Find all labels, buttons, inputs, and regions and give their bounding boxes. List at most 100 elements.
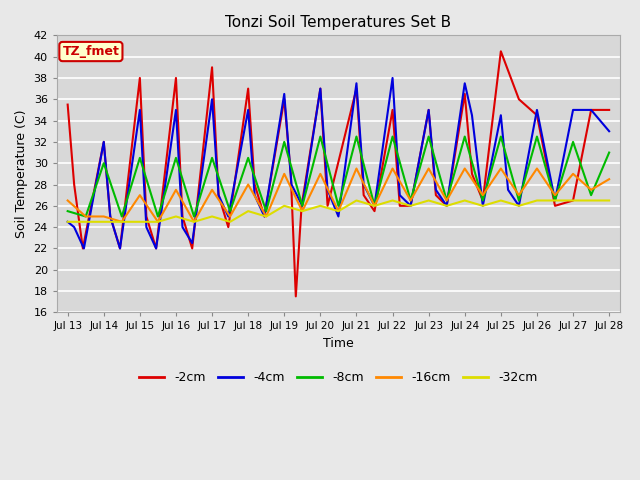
-4cm bbox=[251, 192, 259, 198]
-2cm bbox=[251, 181, 259, 187]
-2cm bbox=[260, 214, 268, 219]
-32cm bbox=[154, 219, 162, 225]
-16cm bbox=[64, 198, 72, 204]
-32cm bbox=[262, 214, 270, 219]
-4cm bbox=[317, 86, 324, 92]
-4cm bbox=[432, 187, 440, 192]
-2cm bbox=[533, 112, 541, 118]
-32cm bbox=[605, 198, 613, 204]
Y-axis label: Soil Temperature (C): Soil Temperature (C) bbox=[15, 109, 28, 238]
-32cm bbox=[227, 219, 234, 225]
-16cm bbox=[190, 219, 198, 225]
-32cm bbox=[64, 219, 72, 225]
-8cm bbox=[461, 133, 468, 139]
-32cm bbox=[479, 203, 486, 209]
-4cm bbox=[504, 187, 512, 192]
-16cm bbox=[353, 166, 360, 171]
-16cm bbox=[317, 171, 324, 177]
-32cm bbox=[82, 219, 90, 225]
-8cm bbox=[388, 133, 396, 139]
-2cm bbox=[388, 107, 396, 113]
-8cm bbox=[64, 208, 72, 214]
-32cm bbox=[100, 219, 108, 225]
-16cm bbox=[208, 187, 216, 192]
-4cm bbox=[179, 224, 186, 230]
-8cm bbox=[100, 160, 108, 166]
-4cm bbox=[371, 203, 378, 209]
-2cm bbox=[407, 203, 415, 209]
-4cm bbox=[116, 246, 124, 252]
-32cm bbox=[118, 219, 125, 225]
Text: TZ_fmet: TZ_fmet bbox=[63, 45, 119, 58]
-2cm bbox=[497, 48, 505, 54]
-4cm bbox=[208, 96, 216, 102]
-2cm bbox=[143, 214, 150, 219]
-32cm bbox=[497, 198, 505, 204]
-2cm bbox=[208, 64, 216, 70]
-8cm bbox=[208, 155, 216, 161]
Line: -8cm: -8cm bbox=[68, 136, 609, 216]
-16cm bbox=[479, 192, 486, 198]
-4cm bbox=[136, 107, 144, 113]
-32cm bbox=[461, 198, 468, 204]
-4cm bbox=[605, 128, 613, 134]
-16cm bbox=[551, 192, 559, 198]
-4cm bbox=[214, 192, 222, 198]
-4cm bbox=[244, 107, 252, 113]
-2cm bbox=[214, 192, 222, 198]
-32cm bbox=[317, 203, 324, 209]
-2cm bbox=[298, 203, 305, 209]
-16cm bbox=[172, 187, 180, 192]
-32cm bbox=[569, 198, 577, 204]
-2cm bbox=[244, 86, 252, 92]
-8cm bbox=[425, 133, 433, 139]
-16cm bbox=[371, 203, 378, 209]
-2cm bbox=[79, 246, 86, 252]
-16cm bbox=[244, 181, 252, 187]
-8cm bbox=[551, 198, 559, 204]
-32cm bbox=[190, 219, 198, 225]
-16cm bbox=[154, 219, 162, 225]
-4cm bbox=[106, 214, 114, 219]
-16cm bbox=[227, 214, 234, 219]
-4cm bbox=[551, 198, 559, 204]
-8cm bbox=[298, 203, 306, 209]
-16cm bbox=[280, 171, 288, 177]
Line: -16cm: -16cm bbox=[68, 168, 609, 222]
Line: -32cm: -32cm bbox=[68, 201, 609, 222]
-2cm bbox=[136, 75, 144, 81]
-8cm bbox=[244, 155, 252, 161]
-8cm bbox=[280, 139, 288, 145]
-8cm bbox=[533, 133, 541, 139]
-2cm bbox=[188, 246, 196, 252]
-4cm bbox=[70, 224, 78, 230]
-16cm bbox=[100, 214, 108, 219]
-8cm bbox=[317, 133, 324, 139]
-2cm bbox=[360, 192, 367, 198]
Legend: -2cm, -4cm, -8cm, -16cm, -32cm: -2cm, -4cm, -8cm, -16cm, -32cm bbox=[134, 366, 543, 389]
-2cm bbox=[106, 214, 114, 219]
-8cm bbox=[569, 139, 577, 145]
-4cm bbox=[461, 81, 468, 86]
-2cm bbox=[287, 171, 294, 177]
-2cm bbox=[353, 86, 360, 92]
-32cm bbox=[388, 198, 396, 204]
-2cm bbox=[225, 224, 232, 230]
-16cm bbox=[118, 219, 125, 225]
-16cm bbox=[262, 214, 270, 219]
-2cm bbox=[515, 96, 523, 102]
Line: -4cm: -4cm bbox=[68, 78, 609, 249]
-8cm bbox=[172, 155, 180, 161]
-4cm bbox=[468, 112, 476, 118]
-16cm bbox=[407, 198, 415, 204]
-8cm bbox=[515, 198, 523, 204]
-4cm bbox=[443, 203, 451, 209]
-4cm bbox=[515, 203, 523, 209]
-16cm bbox=[388, 166, 396, 171]
-2cm bbox=[100, 139, 108, 145]
-16cm bbox=[335, 208, 342, 214]
-2cm bbox=[317, 86, 324, 92]
-4cm bbox=[298, 203, 306, 209]
-4cm bbox=[188, 240, 196, 246]
-8cm bbox=[605, 150, 613, 156]
